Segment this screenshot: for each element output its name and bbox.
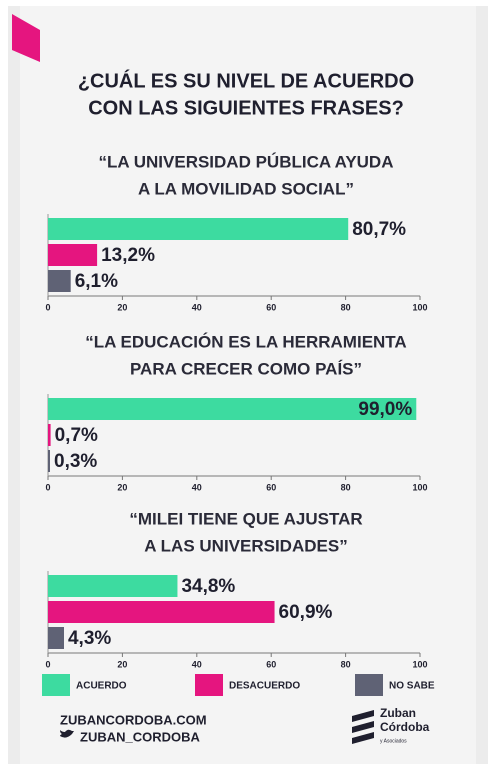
logo-text: y Asociados xyxy=(380,738,407,744)
title-line: ¿CUÁL ES SU NIVEL DE ACUERDO xyxy=(78,69,414,92)
website: ZUBANCORDOBA.COM xyxy=(60,712,207,727)
x-tick-label: 60 xyxy=(266,482,276,492)
x-tick-label: 80 xyxy=(341,659,351,669)
legend-swatch xyxy=(355,674,383,696)
corner-mark xyxy=(12,14,40,62)
value-label: 13,2% xyxy=(101,245,155,266)
legend-label: ACUERDO xyxy=(76,681,127,692)
x-tick-label: 20 xyxy=(117,659,127,669)
x-tick-label: 0 xyxy=(45,482,50,492)
bar xyxy=(48,450,50,472)
chart-subtitle: “LA EDUCACIÓN ES LA HERRAMIENTA xyxy=(85,332,406,351)
x-tick-label: 0 xyxy=(45,302,50,312)
value-label: 99,0% xyxy=(358,399,412,420)
value-label: 6,1% xyxy=(75,271,118,292)
bar xyxy=(48,575,178,597)
x-tick-label: 40 xyxy=(192,302,202,312)
twitter-handle: ZUBAN_CORDOBA xyxy=(80,729,201,744)
value-label: 4,3% xyxy=(68,628,111,649)
logo-icon xyxy=(352,710,374,744)
twitter-icon xyxy=(60,729,74,738)
chart-subtitle: “MILEI TIENE QUE AJUSTAR xyxy=(129,509,362,528)
bar xyxy=(48,218,349,240)
x-tick-label: 20 xyxy=(117,302,127,312)
value-label: 34,8% xyxy=(181,576,235,597)
legend-label: NO SABE xyxy=(389,681,435,692)
title-line: CON LAS SIGUIENTES FRASES? xyxy=(88,97,404,119)
x-tick-label: 40 xyxy=(192,482,202,492)
bar xyxy=(48,398,417,420)
bar xyxy=(48,270,71,292)
x-tick-label: 100 xyxy=(412,659,427,669)
x-tick-label: 20 xyxy=(117,482,127,492)
x-tick-label: 80 xyxy=(341,302,351,312)
chart-subtitle: A LAS UNIVERSIDADES” xyxy=(144,536,347,555)
x-tick-label: 40 xyxy=(192,659,202,669)
value-label: 80,7% xyxy=(352,219,406,240)
chart-subtitle: A LA MOVILIDAD SOCIAL” xyxy=(138,179,354,198)
panel xyxy=(20,6,476,764)
value-label: 0,3% xyxy=(54,451,97,472)
bar xyxy=(48,627,64,649)
x-tick-label: 60 xyxy=(266,659,276,669)
x-tick-label: 60 xyxy=(266,302,276,312)
logo-text: Zuban xyxy=(380,706,416,720)
legend-label: DESACUERDO xyxy=(229,681,300,692)
legend-swatch xyxy=(195,674,223,696)
x-tick-label: 100 xyxy=(412,302,427,312)
value-label: 60,9% xyxy=(279,602,333,623)
chart-subtitle: PARA CRECER COMO PAÍS” xyxy=(130,359,362,378)
value-label: 0,7% xyxy=(55,425,98,446)
bar xyxy=(48,424,51,446)
bar xyxy=(48,601,275,623)
bar xyxy=(48,244,98,266)
x-tick-label: 80 xyxy=(341,482,351,492)
x-tick-label: 100 xyxy=(412,482,427,492)
chart-subtitle: “LA UNIVERSIDAD PÚBLICA AYUDA xyxy=(98,152,393,171)
legend-swatch xyxy=(42,674,70,696)
x-tick-label: 0 xyxy=(45,659,50,669)
logo-text: Córdoba xyxy=(380,720,430,734)
